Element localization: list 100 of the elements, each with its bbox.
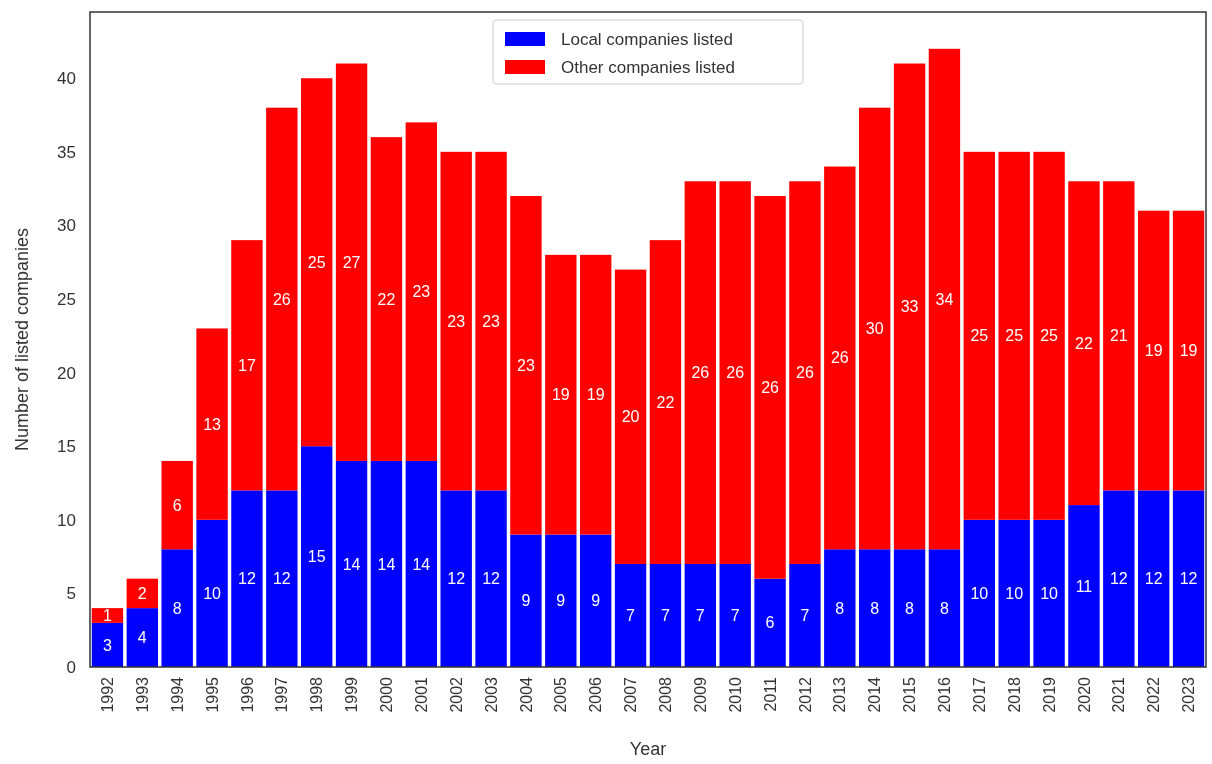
- bar: [1103, 181, 1135, 491]
- bar: [1172, 210, 1205, 491]
- data-label: 8: [870, 599, 880, 617]
- bar: [405, 460, 438, 667]
- x-tick-label: 2002: [447, 676, 465, 713]
- bar: [440, 151, 472, 491]
- x-tick-label: 2014: [866, 676, 884, 713]
- bar: [266, 490, 298, 667]
- data-label: 19: [551, 386, 570, 404]
- data-label: 21: [1109, 327, 1128, 345]
- bar: [649, 563, 682, 667]
- data-label: 27: [342, 253, 361, 271]
- bar: [405, 122, 438, 461]
- bar: [998, 519, 1030, 667]
- bar: [963, 151, 996, 520]
- x-tick-label: 1995: [203, 676, 221, 713]
- data-label: 34: [935, 290, 954, 308]
- data-label: 19: [1179, 342, 1198, 360]
- data-label: 15: [307, 548, 326, 566]
- data-label: 7: [695, 607, 705, 625]
- data-label: 22: [377, 290, 396, 308]
- bar: [161, 549, 193, 667]
- legend-label: Other companies listed: [561, 57, 735, 77]
- x-tick-label: 2022: [1145, 676, 1163, 713]
- bar: [928, 549, 961, 667]
- bar: [754, 578, 786, 667]
- bar: [614, 563, 647, 667]
- bar: [1068, 181, 1100, 506]
- bar: [510, 534, 542, 667]
- x-tick-label: 2004: [517, 676, 535, 713]
- bar: [300, 78, 333, 447]
- x-tick-label: 2015: [901, 676, 919, 713]
- x-tick-label: 2013: [831, 676, 849, 713]
- data-label: 11: [1075, 577, 1093, 595]
- data-label: 33: [900, 297, 919, 315]
- data-label: 10: [1005, 585, 1024, 602]
- x-tick-label: 2007: [622, 676, 640, 713]
- data-label: 9: [556, 592, 566, 610]
- x-tick-label: 2008: [657, 676, 675, 713]
- data-label: 25: [1040, 327, 1059, 345]
- x-tick-label: 2016: [936, 676, 954, 713]
- data-label: 8: [905, 599, 915, 617]
- data-label: 26: [272, 290, 291, 308]
- x-tick-label: 2017: [970, 676, 988, 713]
- bar: [789, 181, 821, 564]
- x-tick-label: 1992: [99, 676, 117, 713]
- bar: [91, 608, 124, 623]
- bar: [196, 328, 228, 520]
- data-label: 8: [835, 599, 845, 617]
- data-label: 7: [626, 607, 636, 625]
- y-tick-label: 30: [57, 216, 76, 236]
- data-label: 12: [1109, 570, 1128, 588]
- bar: [579, 534, 612, 667]
- data-label: 26: [726, 364, 745, 382]
- data-label: 2: [137, 585, 147, 602]
- bar: [475, 151, 507, 491]
- y-tick-label: 25: [57, 289, 76, 309]
- data-label: 23: [482, 312, 501, 330]
- data-label: 23: [517, 356, 535, 374]
- bar: [858, 549, 891, 667]
- legend-label: Local companies listed: [561, 29, 733, 49]
- x-tick-label: 2003: [482, 676, 500, 713]
- bar: [719, 181, 751, 564]
- x-tick-label: 1996: [238, 676, 256, 713]
- bar: [649, 240, 682, 564]
- bar: [126, 608, 159, 667]
- data-label: 23: [447, 312, 466, 330]
- bar: [1137, 490, 1170, 667]
- x-tick-label: 2010: [726, 676, 744, 713]
- data-label: 26: [691, 364, 710, 382]
- bar: [719, 563, 751, 667]
- data-label: 6: [172, 496, 182, 514]
- bar: [824, 549, 856, 667]
- data-label: 7: [660, 607, 670, 625]
- data-label: 7: [800, 607, 810, 625]
- bar: [1033, 151, 1065, 520]
- bar: [684, 563, 717, 667]
- bar: [196, 519, 228, 667]
- data-label: 10: [970, 585, 989, 602]
- data-label: 14: [377, 555, 396, 573]
- data-label: 1: [102, 607, 112, 625]
- bar: [824, 166, 856, 550]
- y-tick-label: 20: [57, 363, 76, 383]
- bar: [1103, 490, 1135, 667]
- bar: [858, 107, 891, 550]
- data-label: 13: [203, 415, 222, 433]
- x-tick-label: 2019: [1040, 676, 1058, 713]
- data-label: 12: [1179, 570, 1198, 588]
- bar: [684, 181, 717, 564]
- x-tick-label: 2020: [1075, 676, 1093, 713]
- bar: [266, 107, 298, 491]
- bar: [231, 490, 263, 667]
- data-label: 19: [586, 386, 605, 404]
- y-tick-label: 10: [57, 510, 76, 530]
- data-label: 12: [272, 570, 291, 588]
- x-tick-label: 2005: [552, 676, 570, 713]
- bar: [1033, 519, 1065, 667]
- data-label: 14: [342, 555, 361, 573]
- data-label: 12: [238, 570, 256, 588]
- data-label: 22: [1075, 334, 1093, 352]
